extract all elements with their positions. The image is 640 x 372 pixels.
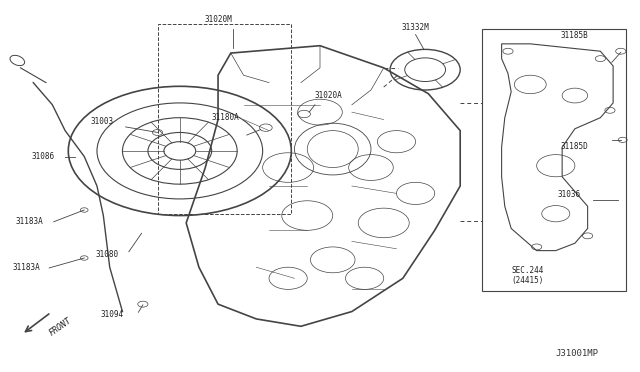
Text: 31183A: 31183A: [15, 217, 43, 225]
Text: 31332M: 31332M: [401, 23, 429, 32]
Text: J31001MP: J31001MP: [556, 350, 599, 359]
Text: SEC.244
(24415): SEC.244 (24415): [511, 266, 543, 285]
Text: 31180A: 31180A: [212, 113, 239, 122]
Text: 31020A: 31020A: [315, 91, 342, 100]
Text: 31185D: 31185D: [561, 142, 589, 151]
Bar: [483, 29, 626, 291]
Text: 31036: 31036: [557, 190, 580, 199]
Text: 31086: 31086: [32, 152, 55, 161]
Text: FRONT: FRONT: [47, 316, 73, 338]
Text: 31094: 31094: [100, 310, 124, 319]
Text: 31080: 31080: [96, 250, 119, 259]
Text: 31183A: 31183A: [13, 263, 40, 272]
Bar: [157, 23, 291, 214]
Text: 31020M: 31020M: [204, 15, 232, 24]
Text: 31003: 31003: [91, 117, 114, 126]
Text: 31185B: 31185B: [561, 31, 589, 40]
